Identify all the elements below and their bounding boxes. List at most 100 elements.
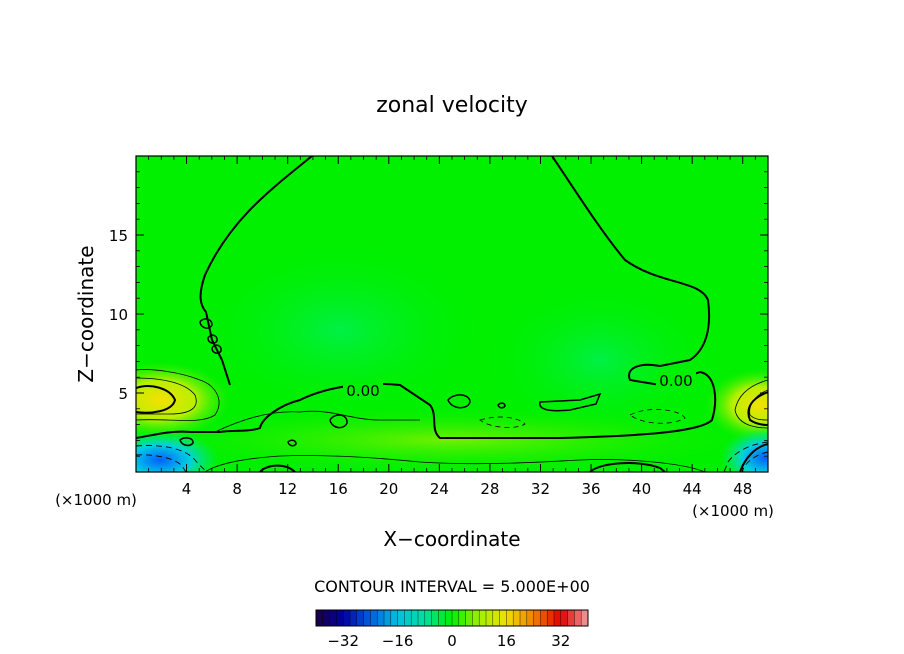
colorbar-cell	[370, 610, 378, 626]
colorbar-cell	[452, 610, 460, 626]
zero-contour-main	[136, 156, 717, 439]
y-axis-label: Z−coordinate	[74, 245, 98, 382]
colorbar-tick-label: 32	[551, 632, 570, 650]
x-unit-left: (×1000 m)	[55, 491, 137, 509]
warm-core-left	[136, 362, 230, 438]
x-tick-label: 44	[683, 480, 702, 498]
y-tick-label: 10	[109, 306, 128, 324]
colorbar-cell	[540, 610, 548, 626]
colorbar-cell	[438, 610, 446, 626]
colorbar-tick-label: 0	[447, 632, 457, 650]
x-tick-label: 24	[430, 480, 449, 498]
plot-area	[136, 156, 768, 472]
colorbar-tick-label: 16	[497, 632, 516, 650]
thin-contour-2	[136, 377, 197, 415]
y-tick-label: 15	[109, 227, 128, 245]
colorbar-cell	[479, 610, 487, 626]
core-contour-right	[747, 391, 768, 426]
colorbar-cell	[384, 610, 392, 626]
contour-label-1: 0.00	[346, 382, 379, 400]
colorbar-cell	[411, 610, 419, 626]
x-axis: 4 8 12 16 20 24 28 32 36 40 44 48	[148, 156, 756, 498]
colorbar-cell	[424, 610, 432, 626]
colorbar-cell	[560, 610, 568, 626]
colorbar-cell	[465, 610, 473, 626]
thin-contour-1	[136, 369, 220, 421]
colorbar-cell	[458, 610, 466, 626]
colorbar-cell	[316, 610, 324, 626]
zero-contour-bottom	[259, 462, 666, 472]
colorbar-cell	[350, 610, 358, 626]
colorbar-cell	[492, 610, 500, 626]
contour-label-2: 0.00	[659, 372, 692, 390]
colorbar: −32 −16 0 16 32	[315, 609, 589, 650]
cold-core-left	[136, 430, 220, 472]
colorbar-cell	[336, 610, 344, 626]
zero-contour-blob-3	[539, 392, 602, 412]
colorbar-cell	[506, 610, 514, 626]
x-tick-label: 20	[379, 480, 398, 498]
zero-contour-blob-4	[199, 318, 222, 354]
neg-contour-1	[136, 445, 208, 472]
cool-region-right	[480, 280, 720, 440]
neg-contour-2	[136, 454, 187, 472]
cold-core-right	[720, 428, 768, 472]
colorbar-cell	[526, 610, 534, 626]
colorbar-cell	[547, 610, 555, 626]
neg-contour-6	[629, 409, 686, 424]
neg-contour-5	[479, 416, 526, 428]
colorbar-cell	[486, 610, 494, 626]
core-contour-cold-right	[739, 443, 768, 472]
zero-contour-blob-2	[329, 414, 348, 429]
thin-contour-4	[214, 410, 420, 433]
colorbar-cell	[418, 610, 426, 626]
colorbar-cell	[343, 610, 351, 626]
colorbar-cell	[533, 610, 541, 626]
neg-contour-3	[723, 441, 768, 472]
colorbar-cell	[445, 610, 453, 626]
thin-contour-5	[734, 379, 768, 429]
colorbar-cell	[377, 610, 385, 626]
cool-region-center	[190, 240, 490, 420]
colorbar-tick-label: −16	[382, 632, 414, 650]
zero-contour-blob-1	[447, 394, 471, 409]
colorbar-cell	[356, 610, 364, 626]
thin-contour-6	[749, 389, 768, 421]
x-tick-label: 40	[632, 480, 651, 498]
colorbar-cell	[520, 610, 528, 626]
colorbar-cell	[574, 610, 582, 626]
thin-contour-3	[204, 455, 706, 472]
contour-interval-label: CONTOUR INTERVAL = 5.000E+00	[314, 577, 590, 596]
colorbar-frame	[315, 609, 589, 627]
colorbar-cell	[404, 610, 412, 626]
contour-label-bg-2	[656, 372, 696, 388]
colorbar-tick-label: −32	[327, 632, 359, 650]
core-contour-left	[136, 385, 177, 414]
x-tick-label: 48	[733, 480, 752, 498]
contour-label-bg-1	[343, 382, 383, 398]
colorbar-cell	[513, 610, 521, 626]
colorbar-cell	[390, 610, 398, 626]
colorbar-cell	[329, 610, 337, 626]
colorbar-cell	[472, 610, 480, 626]
x-tick-label: 8	[232, 480, 242, 498]
x-tick-label: 16	[329, 480, 348, 498]
zero-contour-blob-5	[179, 402, 506, 447]
colorbar-cell	[581, 610, 589, 626]
colorbar-cell	[363, 610, 371, 626]
colorbar-cell	[554, 610, 562, 626]
y-axis: 5 10 15	[109, 171, 768, 457]
x-tick-label: 36	[581, 480, 600, 498]
x-axis-label: X−coordinate	[383, 527, 520, 551]
colorbar-cell	[322, 610, 330, 626]
x-tick-label: 32	[531, 480, 550, 498]
chart-title: zonal velocity	[376, 93, 528, 118]
y-tick-label: 5	[118, 385, 128, 403]
colorbar-cell	[499, 610, 507, 626]
x-tick-label: 4	[182, 480, 192, 498]
x-unit-right: (×1000 m)	[692, 502, 774, 520]
colorbar-cell	[567, 610, 575, 626]
x-tick-label: 12	[278, 480, 297, 498]
colorbar-cell	[397, 610, 405, 626]
